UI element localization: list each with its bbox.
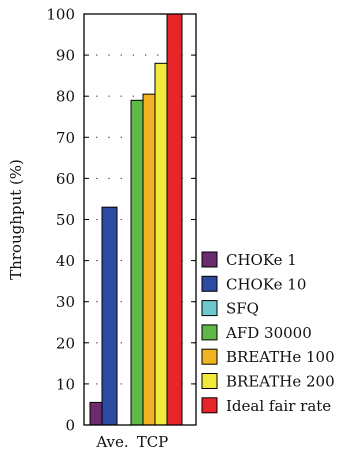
legend-swatch (201, 324, 218, 341)
y-tick-label: 70 (56, 129, 75, 147)
legend-swatch (201, 275, 218, 292)
y-axis-label: Throughput (%) (7, 159, 25, 280)
legend: CHOKe 1 CHOKe 10 SFQ AFD 30000 BREATHe 100 BR… (201, 251, 335, 415)
x-axis-ticks: Ave. TCP (95, 433, 168, 451)
legend-swatch (201, 348, 218, 365)
bar-tcp-ideal-fair-rate (166, 13, 183, 426)
y-tick-label: 90 (56, 47, 75, 65)
legend-swatch (201, 251, 218, 268)
y-axis-ticks: 0 10 20 30 40 50 60 70 80 90 100 (46, 6, 196, 435)
y-tick-label: 40 (56, 252, 75, 270)
legend-label: AFD 30000 (225, 324, 312, 342)
legend-label: CHOKe 10 (226, 275, 306, 293)
y-tick-label: 30 (56, 293, 75, 311)
x-tick-label: Ave. (95, 433, 128, 451)
y-tick-label: 80 (56, 88, 75, 106)
y-tick-label: 10 (56, 375, 75, 393)
bars (89, 13, 183, 426)
legend-label: BREATHe 200 (226, 373, 335, 391)
y-tick-label: 0 (65, 417, 75, 435)
legend-label: BREATHe 100 (226, 348, 335, 366)
y-tick-label: 60 (56, 170, 75, 188)
x-tick-label: TCP (137, 433, 169, 451)
legend-label: Ideal fair rate (226, 397, 331, 415)
legend-swatch (201, 397, 218, 414)
y-tick-label: 20 (56, 334, 75, 352)
y-tick-label: 50 (56, 211, 75, 229)
bar-ave-choke-10 (101, 206, 118, 426)
y-tick-label: 100 (46, 6, 75, 24)
legend-swatch (201, 373, 218, 389)
legend-label: SFQ (226, 300, 259, 318)
legend-swatch (201, 300, 218, 317)
legend-label: CHOKe 1 (226, 251, 297, 269)
